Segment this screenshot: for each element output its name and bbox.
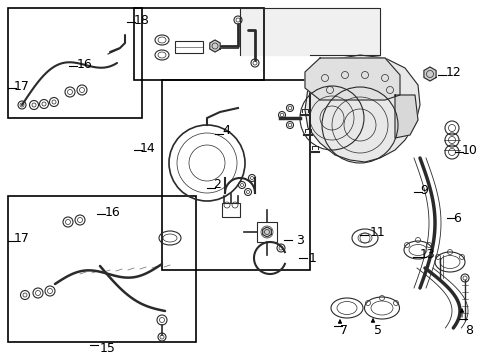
Text: 14: 14 xyxy=(140,141,156,154)
Text: 2: 2 xyxy=(213,179,221,192)
Polygon shape xyxy=(305,55,419,162)
Polygon shape xyxy=(305,58,399,100)
Polygon shape xyxy=(209,40,220,52)
Bar xyxy=(175,41,203,53)
Text: 18: 18 xyxy=(134,13,149,27)
Text: 16: 16 xyxy=(77,58,93,71)
Bar xyxy=(8,8,142,118)
Bar xyxy=(222,203,240,217)
Text: 16: 16 xyxy=(105,206,121,219)
Polygon shape xyxy=(240,8,379,55)
Text: 5: 5 xyxy=(373,324,381,337)
Bar xyxy=(8,196,196,342)
Bar xyxy=(162,80,309,270)
Text: 9: 9 xyxy=(419,184,427,197)
Text: 15: 15 xyxy=(100,342,116,356)
Text: 12: 12 xyxy=(445,66,461,78)
Polygon shape xyxy=(262,227,271,237)
Text: 13: 13 xyxy=(419,248,435,261)
Polygon shape xyxy=(394,95,417,138)
Text: 17: 17 xyxy=(14,80,30,93)
Text: 10: 10 xyxy=(461,144,477,157)
Bar xyxy=(134,8,264,80)
Bar xyxy=(257,222,276,242)
Text: 11: 11 xyxy=(369,226,385,239)
Polygon shape xyxy=(423,67,435,81)
Text: 7: 7 xyxy=(339,324,347,337)
Text: 6: 6 xyxy=(452,211,460,225)
Text: 1: 1 xyxy=(308,252,316,265)
Text: 8: 8 xyxy=(464,324,472,337)
Text: 4: 4 xyxy=(222,123,229,136)
Text: 17: 17 xyxy=(14,233,30,246)
Text: 3: 3 xyxy=(295,234,303,247)
